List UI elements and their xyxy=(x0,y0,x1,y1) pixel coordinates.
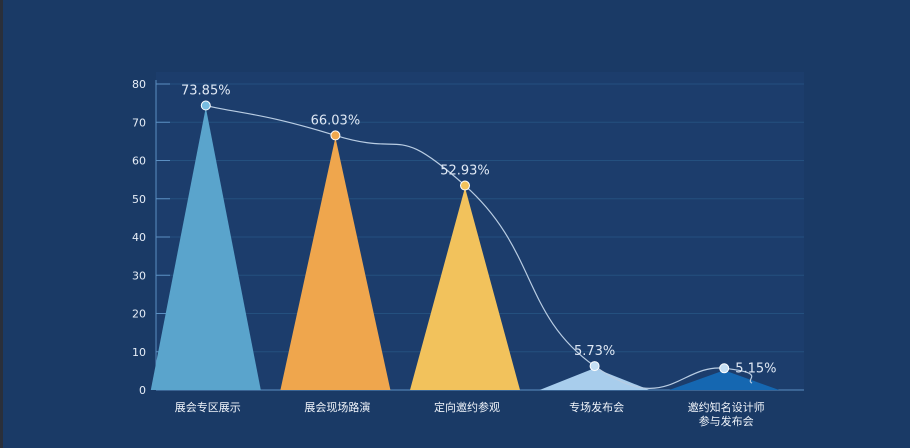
data-point-marker xyxy=(589,361,600,372)
y-tick-label: 0 xyxy=(139,384,146,397)
window-edge xyxy=(0,0,3,448)
data-point-marker xyxy=(330,130,341,141)
bar-triangle xyxy=(410,187,520,390)
bar-triangle xyxy=(669,370,780,390)
y-tick-label: 60 xyxy=(132,155,146,168)
y-tick-label: 10 xyxy=(132,346,146,359)
x-tick-label: 展会专区展示 xyxy=(175,400,241,414)
data-label: 52.93% xyxy=(440,164,490,179)
bar-triangle xyxy=(150,107,261,391)
x-tick-label: 邀约知名设计师参与发布会 xyxy=(688,400,765,428)
y-tick-label: 40 xyxy=(132,231,146,244)
data-label: 73.85% xyxy=(181,84,231,99)
data-point-marker xyxy=(460,180,470,191)
x-tick-label: 定向邀约参观 xyxy=(434,400,500,414)
data-point-marker xyxy=(200,100,211,111)
bar-triangle xyxy=(539,368,650,390)
x-tick-label: 展会现场路演 xyxy=(304,400,370,414)
y-tick-label: 20 xyxy=(132,308,146,321)
data-label: 5.73% xyxy=(574,344,615,359)
data-label: 5.15% xyxy=(735,361,776,376)
bar-triangle xyxy=(280,137,391,390)
y-tick-label: 70 xyxy=(132,116,146,129)
y-tick-label: 30 xyxy=(132,269,146,282)
x-tick-label: 专场发布会 xyxy=(569,400,624,414)
data-point-marker xyxy=(719,363,730,374)
data-label: 66.03% xyxy=(311,113,361,128)
y-tick-label: 50 xyxy=(132,193,146,206)
y-tick-label: 80 xyxy=(132,78,146,91)
trend-line xyxy=(205,104,753,389)
